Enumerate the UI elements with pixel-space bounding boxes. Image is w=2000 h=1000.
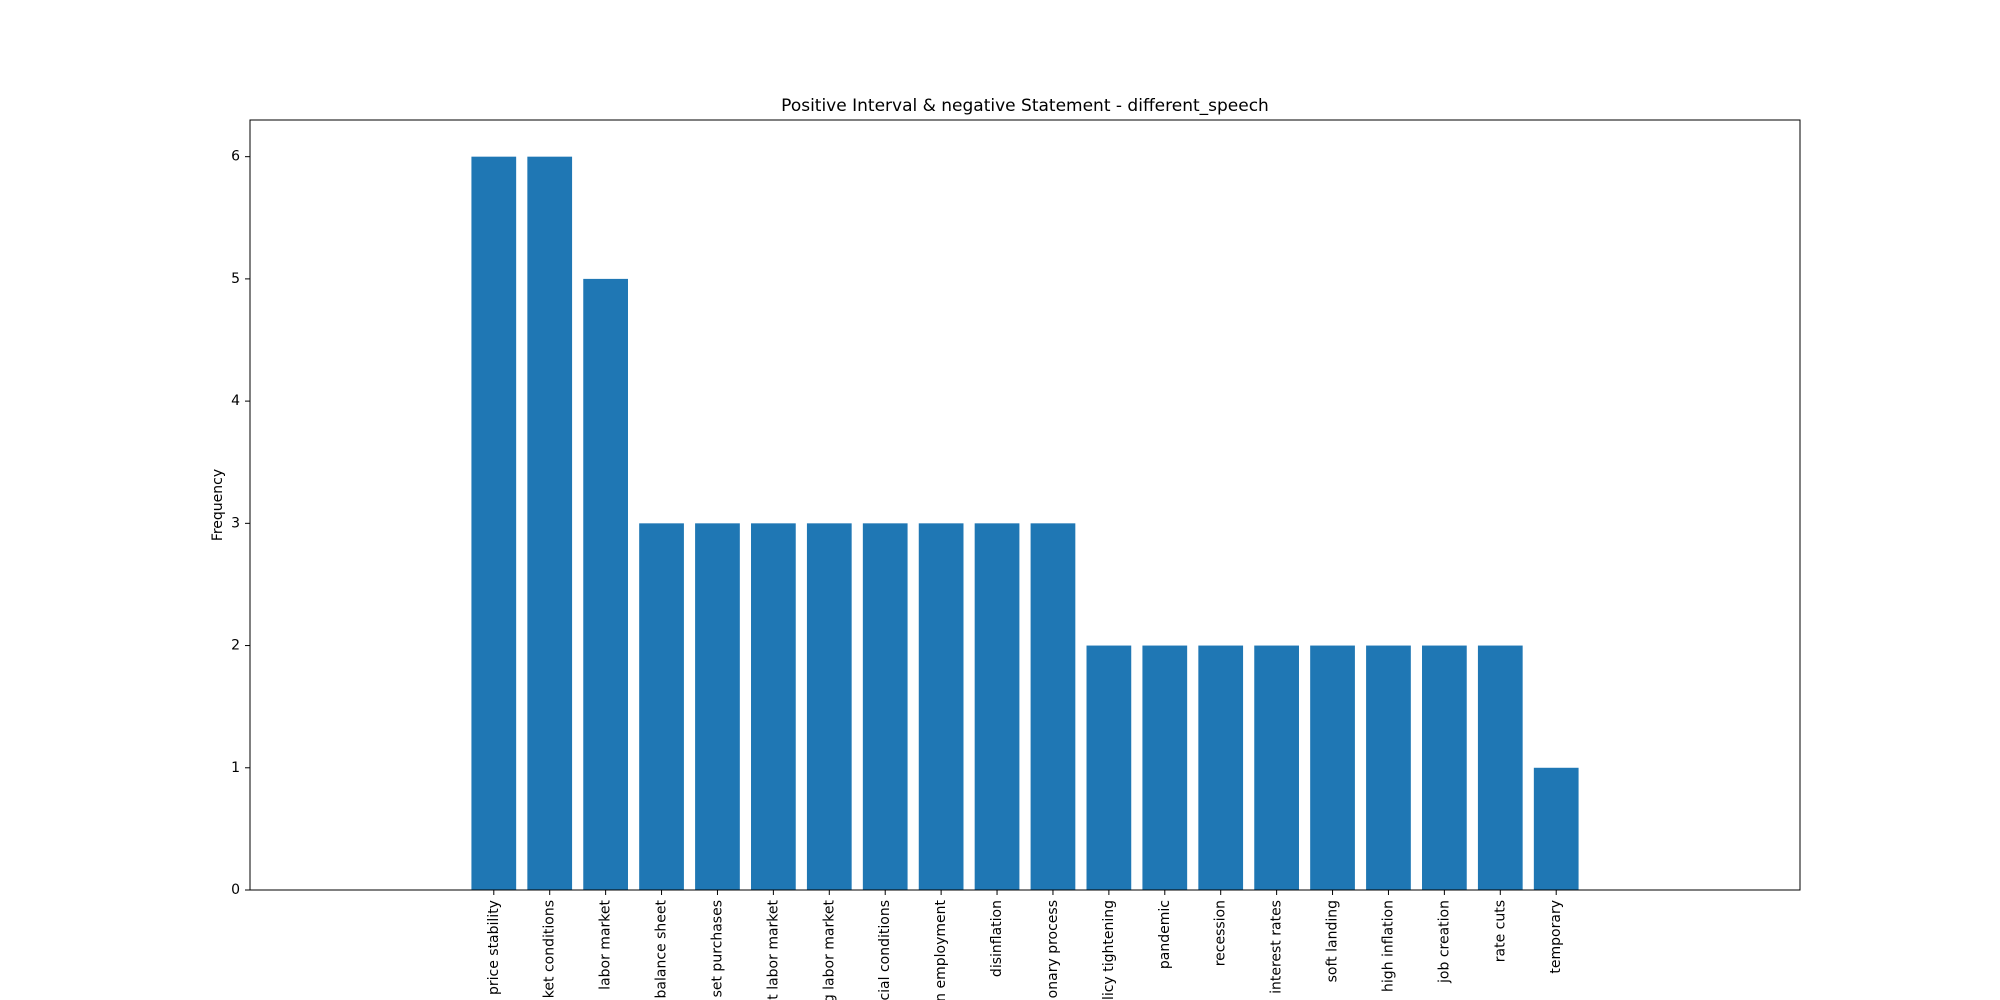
bar (918, 523, 964, 890)
bar (751, 523, 796, 890)
bar (1254, 645, 1299, 890)
bar (806, 523, 852, 890)
y-tick-label: 2 (231, 638, 240, 654)
x-tick-label: n employment (933, 900, 949, 1000)
x-tick-label: cial conditions (877, 900, 893, 1000)
x-tick-label: labor market (598, 899, 614, 989)
x-tick-label: rate cuts (1492, 900, 1508, 962)
x-tick-label: set purchases (709, 900, 725, 997)
bar (974, 523, 1020, 890)
x-tick-label: recession (1213, 900, 1229, 966)
bar (471, 156, 517, 890)
x-tick-label: onary process (1045, 900, 1061, 998)
bar (862, 523, 908, 890)
bar (1533, 767, 1579, 890)
y-axis-label: Frequency (210, 469, 226, 541)
x-tick-label: t labor market (765, 899, 781, 999)
y-tick-label: 6 (231, 149, 240, 165)
bar (1310, 645, 1355, 890)
x-tick-label: interest rates (1269, 900, 1285, 994)
y-tick-label: 0 (231, 882, 240, 898)
bar (1030, 523, 1076, 890)
x-tick-label: disinflation (989, 900, 1005, 977)
bar (639, 523, 684, 890)
x-tick-label: licy tightening (1101, 900, 1117, 1000)
y-tick-label: 3 (231, 515, 240, 531)
x-tick-label: high inflation (1380, 900, 1396, 992)
y-tick-label: 5 (231, 271, 240, 287)
bar (1142, 645, 1188, 890)
x-tick-label: temporary (1548, 900, 1564, 974)
x-tick-label: balance sheet (654, 899, 670, 998)
x-tick-label: pandemic (1157, 900, 1173, 969)
plot-frame (249, 119, 1801, 891)
x-tick-label: ket conditions (542, 900, 558, 998)
y-tick-label: 1 (231, 760, 240, 776)
bar (1198, 645, 1244, 890)
bar (1086, 645, 1132, 890)
y-tick-label: 4 (231, 393, 240, 409)
bar (1366, 645, 1411, 890)
x-tick-label: job creation (1436, 900, 1452, 984)
x-tick-label: soft landing (1325, 900, 1341, 982)
chart-title: Positive Interval & negative Statement -… (781, 96, 1269, 116)
bar (1477, 645, 1523, 890)
bar (527, 156, 573, 890)
x-tick-label: price stability (486, 900, 502, 995)
x-tick-label: g labor market (821, 899, 837, 1000)
bar (1422, 645, 1467, 890)
bar (583, 278, 628, 890)
bar (695, 523, 740, 890)
